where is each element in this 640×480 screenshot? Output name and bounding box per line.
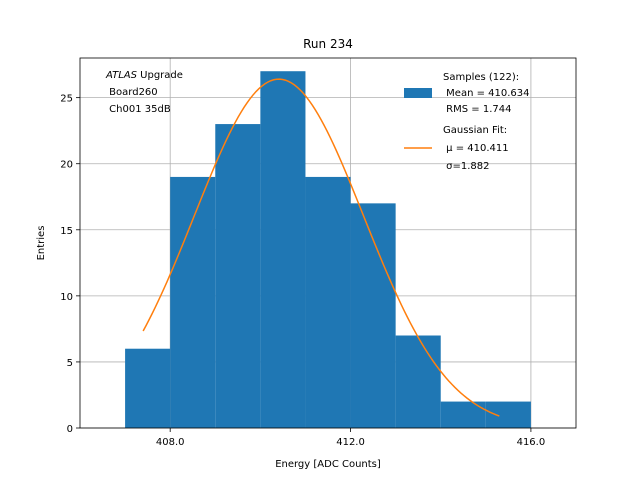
legend-histogram-title: Samples (122): <box>443 72 519 83</box>
legend-histogram-rms: RMS = 1.744 <box>443 104 511 115</box>
x-tick-label: 416.0 <box>517 437 546 448</box>
plot-frame <box>79 57 577 429</box>
x-axis-ticks: 408.0 412.0 416.0 <box>156 428 545 448</box>
y-axis-ticks: 0 5 10 15 20 25 <box>60 94 80 435</box>
y-axis-label: Entries <box>36 226 47 261</box>
histogram-bars <box>125 71 531 429</box>
gaussian-fit-curve <box>142 78 500 417</box>
atlas-annotation: ATLAS Upgrade Board260 Ch001 35dB <box>105 70 183 115</box>
x-tick-label: 412.0 <box>336 437 365 448</box>
y-tick-label: 5 <box>67 358 73 369</box>
legend-histogram-mean: Mean = 410.634 <box>443 88 530 99</box>
x-axis-label: Energy [ADC Counts] <box>275 459 381 470</box>
histogram-bar <box>170 176 216 428</box>
legend-fit-mu: μ = 410.411 <box>443 143 509 154</box>
histogram-bar <box>260 71 306 428</box>
histogram-bar <box>350 203 396 428</box>
y-tick-label: 15 <box>60 226 73 237</box>
atlas-upgrade-label: Upgrade <box>137 70 183 81</box>
x-tick-label: 408.0 <box>156 437 185 448</box>
chart-title: Run 234 <box>303 37 353 51</box>
atlas-label-line: ATLAS Upgrade <box>105 70 183 81</box>
histogram-bar <box>395 335 441 428</box>
atlas-label: ATLAS <box>105 70 138 81</box>
legend-histogram-swatch <box>404 88 432 98</box>
legend-fit-title: Gaussian Fit: <box>443 125 507 136</box>
y-tick-label: 20 <box>60 160 73 171</box>
histogram-bar <box>215 124 261 429</box>
channel-label: Ch001 35dB <box>106 104 171 115</box>
y-tick-label: 0 <box>67 424 73 435</box>
board-label: Board260 <box>106 87 158 98</box>
histogram-bar <box>125 348 171 428</box>
legend-fit-sigma: σ=1.882 <box>443 161 490 172</box>
histogram-bar <box>485 401 531 428</box>
legend: Samples (122): Mean = 410.634 RMS = 1.74… <box>404 72 530 172</box>
y-tick-label: 10 <box>60 292 73 303</box>
y-tick-label: 25 <box>60 94 73 105</box>
histogram-bar <box>305 176 351 428</box>
